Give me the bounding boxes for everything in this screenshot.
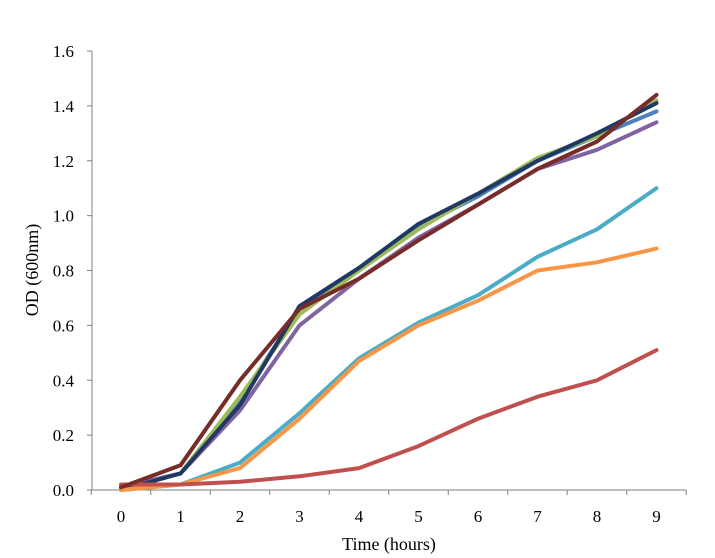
series-line-6 bbox=[119, 246, 659, 492]
x-tick-label: 7 bbox=[533, 507, 542, 526]
axes: 0.0 0.2 0.4 0.6 0.8 1.0 1.2 1.4 1.6 0 1 2 3 4 5 6 7 8 9 bbox=[53, 42, 687, 526]
series-line-5 bbox=[119, 186, 659, 492]
x-tick-label: 4 bbox=[355, 507, 364, 526]
y-tick-label: 0.2 bbox=[53, 426, 74, 445]
x-ticks: 0 1 2 3 4 5 6 7 8 9 bbox=[90, 490, 687, 526]
y-tick-label: 1.4 bbox=[53, 97, 75, 116]
y-axis-title: OD (600nm) bbox=[22, 224, 43, 317]
y-tick-label: 1.0 bbox=[53, 207, 74, 226]
x-tick-label: 8 bbox=[593, 507, 602, 526]
x-axis-title: Time (hours) bbox=[342, 534, 436, 555]
x-tick-label: 9 bbox=[652, 507, 661, 526]
x-tick-label: 1 bbox=[176, 507, 185, 526]
y-tick-label: 1.6 bbox=[53, 42, 74, 61]
series-line-7 bbox=[119, 348, 659, 487]
series-lines bbox=[119, 92, 659, 492]
y-tick-label: 0.4 bbox=[53, 371, 75, 390]
y-tick-label: 0.0 bbox=[53, 481, 74, 500]
y-tick-label: 0.8 bbox=[53, 262, 74, 281]
y-tick-label: 0.6 bbox=[53, 316, 74, 335]
series-line-8 bbox=[119, 92, 659, 490]
x-tick-label: 3 bbox=[295, 507, 304, 526]
x-tick-label: 6 bbox=[474, 507, 483, 526]
y-ticks: 0.0 0.2 0.4 0.6 0.8 1.0 1.2 1.4 1.6 bbox=[53, 42, 92, 500]
x-tick-label: 0 bbox=[117, 507, 126, 526]
series-line-4 bbox=[119, 101, 659, 492]
x-tick-label: 2 bbox=[236, 507, 245, 526]
y-tick-label: 1.2 bbox=[53, 152, 74, 171]
series-line-1 bbox=[119, 109, 659, 490]
x-tick-label: 5 bbox=[414, 507, 423, 526]
